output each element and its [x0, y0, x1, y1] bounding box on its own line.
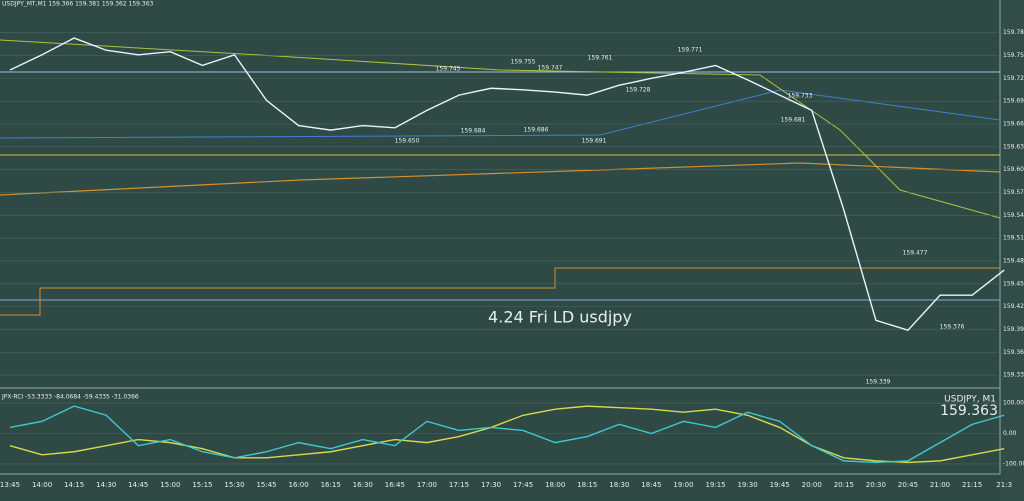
x-tick-label: 19:30	[738, 481, 758, 489]
y-tick-label: 159.575	[1003, 189, 1024, 196]
x-tick-label: 21:00	[930, 481, 950, 489]
price-annotation: 159.686	[524, 127, 549, 134]
x-tick-label: 15:00	[160, 481, 180, 489]
symbol-label: USDJPY, M1	[944, 395, 996, 405]
x-tick-label: 18:15	[577, 481, 597, 489]
y-tick-label: 159.485	[1003, 257, 1024, 264]
x-tick-label: 19:45	[770, 481, 790, 489]
y-tick-label: 159.545	[1003, 212, 1024, 219]
price-annotation: 159.728	[626, 87, 651, 94]
step-line	[0, 267, 1000, 316]
price-annotation: 159.684	[461, 128, 486, 135]
y-tick-label: 159.515	[1003, 235, 1024, 242]
x-tick-label: 13:45	[0, 481, 20, 489]
chart-header: USDJPY_MT,M1 159.366 159.381 159.362 159…	[2, 1, 154, 8]
y-tick-label: 100.0000	[1003, 400, 1024, 407]
x-tick-label: 15:15	[192, 481, 212, 489]
y-tick-label: 0.00	[1003, 430, 1017, 437]
y-tick-label: 159.695	[1003, 98, 1024, 105]
price-annotation: 159.747	[538, 65, 563, 72]
y-tick-label: -100.0000	[1003, 460, 1024, 467]
moving-average	[0, 39, 1001, 219]
y-tick-label: 159.755	[1003, 52, 1024, 59]
y-tick-label: 159.395	[1003, 326, 1024, 333]
price-axis-bg	[1000, 0, 1024, 501]
x-tick-label: 16:00	[289, 481, 309, 489]
x-tick-label: 20:30	[866, 481, 886, 489]
price-annotation: 159.755	[511, 59, 536, 66]
y-tick-label: 159.785	[1003, 29, 1024, 36]
price-annotation: 159.745	[436, 66, 461, 73]
x-tick-label: 14:00	[32, 481, 52, 489]
y-tick-label: 159.635	[1003, 143, 1024, 150]
price-annotation: 159.339	[866, 379, 891, 386]
x-tick-label: 19:00	[673, 481, 693, 489]
x-tick-label: 21:15	[962, 481, 982, 489]
y-tick-label: 159.335	[1003, 372, 1024, 379]
x-tick-label: 16:45	[385, 481, 405, 489]
indicator-header: JPX-RCI -53.3333 -84.0684 -59.4335 -31.0…	[1, 394, 139, 401]
x-tick-label: 17:15	[449, 481, 469, 489]
price-annotation: 159.733	[788, 93, 813, 100]
x-tick-label: 14:45	[128, 481, 148, 489]
x-tick-label: 15:45	[256, 481, 276, 489]
x-tick-label: 20:45	[898, 481, 918, 489]
x-tick-label: 17:30	[481, 481, 501, 489]
x-tick-label: 21:3	[996, 481, 1012, 489]
price-label: 159.363	[940, 403, 998, 419]
price-annotation: 159.691	[582, 138, 607, 145]
x-tick-label: 18:45	[641, 481, 661, 489]
y-tick-label: 159.605	[1003, 166, 1024, 173]
x-tick-label: 17:00	[417, 481, 437, 489]
price-annotation: 159.376	[940, 324, 965, 331]
moving-average	[0, 162, 1001, 196]
x-tick-label: 16:15	[321, 481, 341, 489]
x-tick-label: 15:30	[224, 481, 244, 489]
x-tick-label: 17:45	[513, 481, 533, 489]
y-tick-label: 159.455	[1003, 280, 1024, 287]
x-tick-label: 20:00	[802, 481, 822, 489]
x-tick-label: 20:15	[834, 481, 854, 489]
y-tick-label: 159.725	[1003, 75, 1024, 82]
y-tick-label: 159.365	[1003, 349, 1024, 356]
x-tick-label: 16:30	[353, 481, 373, 489]
annotation: 4.24 Fri LD usdjpy	[488, 308, 632, 327]
x-tick-label: 18:00	[545, 481, 565, 489]
x-tick-label: 14:30	[96, 481, 116, 489]
x-tick-label: 19:15	[705, 481, 725, 489]
x-tick-label: 18:30	[609, 481, 629, 489]
price-annotation: 159.681	[781, 117, 806, 124]
price-annotation: 159.771	[678, 47, 703, 54]
y-tick-label: 159.425	[1003, 303, 1024, 310]
series-line	[9, 37, 1005, 332]
series-line	[9, 405, 1005, 464]
x-tick-label: 14:15	[64, 481, 84, 489]
series-line	[9, 405, 1005, 464]
price-annotation: 159.650	[395, 138, 420, 145]
y-tick-label: 159.665	[1003, 121, 1024, 128]
price-annotation: 159.477	[903, 250, 928, 257]
price-annotation: 159.761	[588, 55, 613, 62]
moving-average	[0, 89, 1001, 139]
